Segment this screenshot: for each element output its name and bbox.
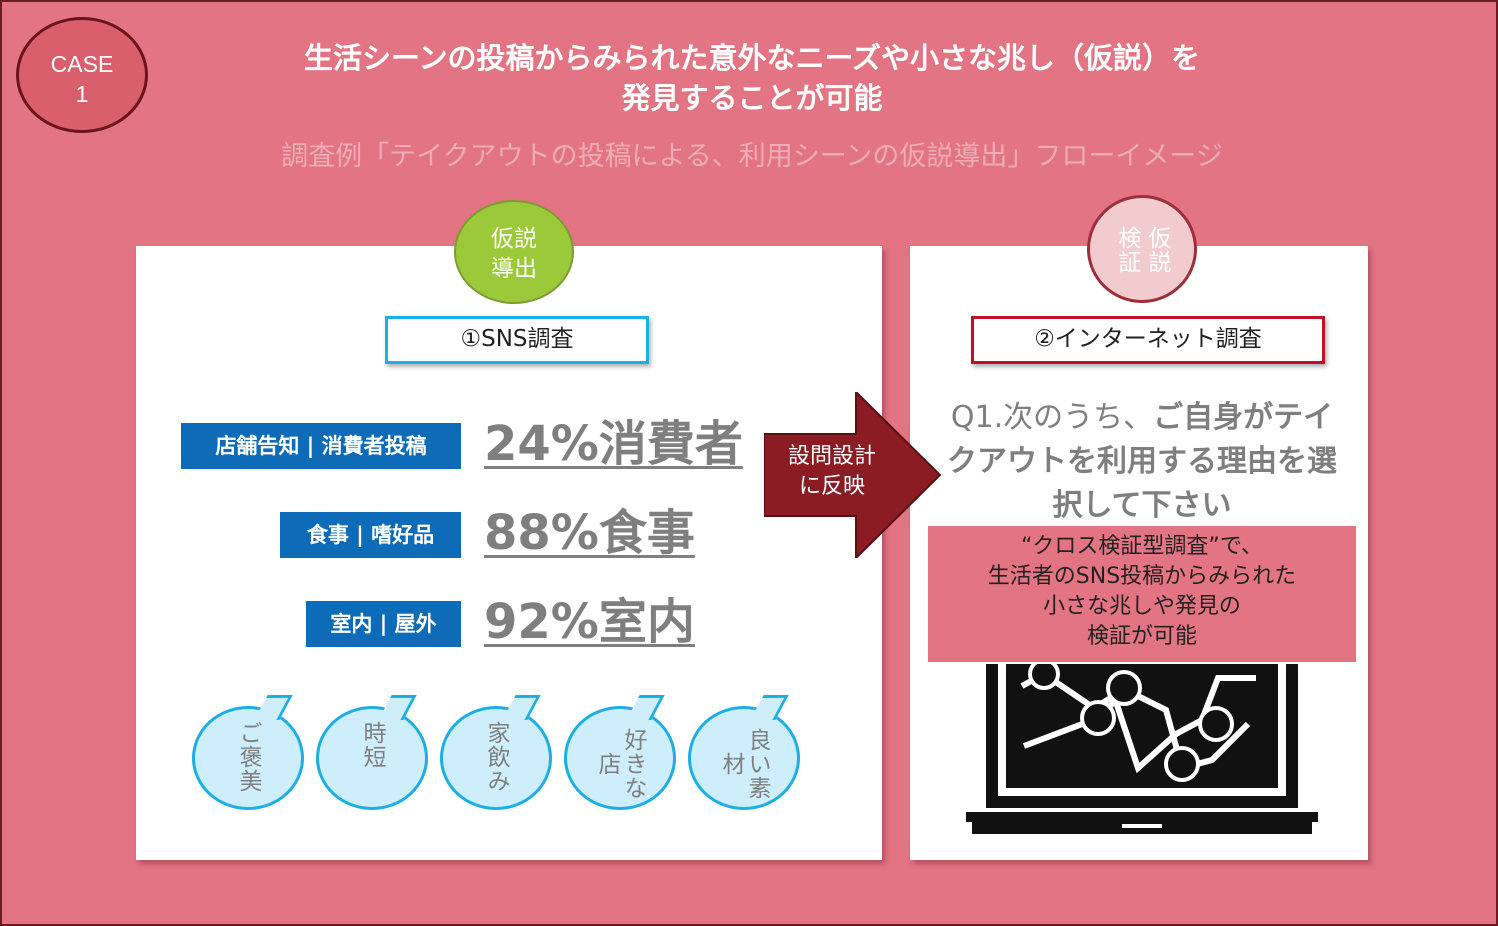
bubble-text: 良い素材 [718,728,770,800]
verification-circle-label: 仮説検証 [1114,226,1170,274]
subheadline: 調査例「テイクアウトの投稿による、利用シーンの仮説導出」フローイメージ [281,141,1223,172]
keyword-bubble: 良い素材 [688,695,800,810]
headline-line-1: 生活シーンの投稿からみられた意外なニーズや小さな兆し（仮説）を [303,41,1201,75]
note-line-4: 検証が可能 [1086,624,1197,649]
question-prefix: Q1.次のうち、 [950,400,1154,435]
category-tag: 食事 | 嗜好品 [280,512,461,558]
case-badge: CASE 1 [16,17,148,133]
hypothesis-circle: 仮説 導出 [454,200,574,304]
note-line-2: 生活者のSNS投稿からみられた [987,564,1297,589]
bubble-text: 時短 [359,721,385,769]
keyword-bubble: ご褒美 [192,695,304,810]
case-badge-number: 1 [75,81,89,107]
case-badge-label: CASE [50,51,114,77]
bubble-text: ご褒美 [235,721,261,793]
arrow-right-icon [763,389,942,561]
stat-value: 24%消費者 [484,416,743,472]
headline: 生活シーンの投稿からみられた意外なニーズや小さな兆し（仮説）を 発見することが可… [182,38,1322,118]
arrow-label-line-1: 設問設計 [787,444,876,469]
note-line-3: 小さな兆しや発見の [1043,594,1241,619]
stat-value: 92%室内 [484,594,695,650]
keyword-bubble: 家飲み [440,695,552,810]
laptop-chart-icon [966,664,1318,834]
survey-question: Q1.次のうち、ご自身がテイクアウトを利用する理由を選択して下さい [942,396,1342,528]
question-body: ご自身がテイクアウトを利用する理由を選択して下さい [947,400,1337,523]
category-tag: 室内 | 屋外 [306,601,461,647]
arrow-label: 設問設計 に反映 [772,442,892,502]
note-line-1: “クロス検証型調査”で、 [1021,534,1263,559]
keyword-bubble: 時短 [316,695,428,810]
verification-note: “クロス検証型調査”で、 生活者のSNS投稿からみられた 小さな兆しや発見の 検… [928,526,1356,662]
keyword-bubble: 好きな店 [564,695,676,810]
category-tag: 店舗告知 | 消費者投稿 [181,423,461,469]
sns-survey-label: ①SNS調査 [385,316,649,364]
flow-arrow: 設問設計 に反映 [763,389,942,561]
bubble-text: 家飲み [483,721,509,793]
stat-value: 88%食事 [484,505,695,561]
headline-line-2: 発見することが可能 [621,81,883,115]
verification-circle: 仮説検証 [1087,195,1197,303]
bubble-text: 好きな店 [594,728,646,800]
internet-survey-label: ②インターネット調査 [971,316,1325,364]
hypothesis-circle-label: 仮説 導出 [491,226,537,282]
arrow-label-line-2: に反映 [798,474,865,499]
